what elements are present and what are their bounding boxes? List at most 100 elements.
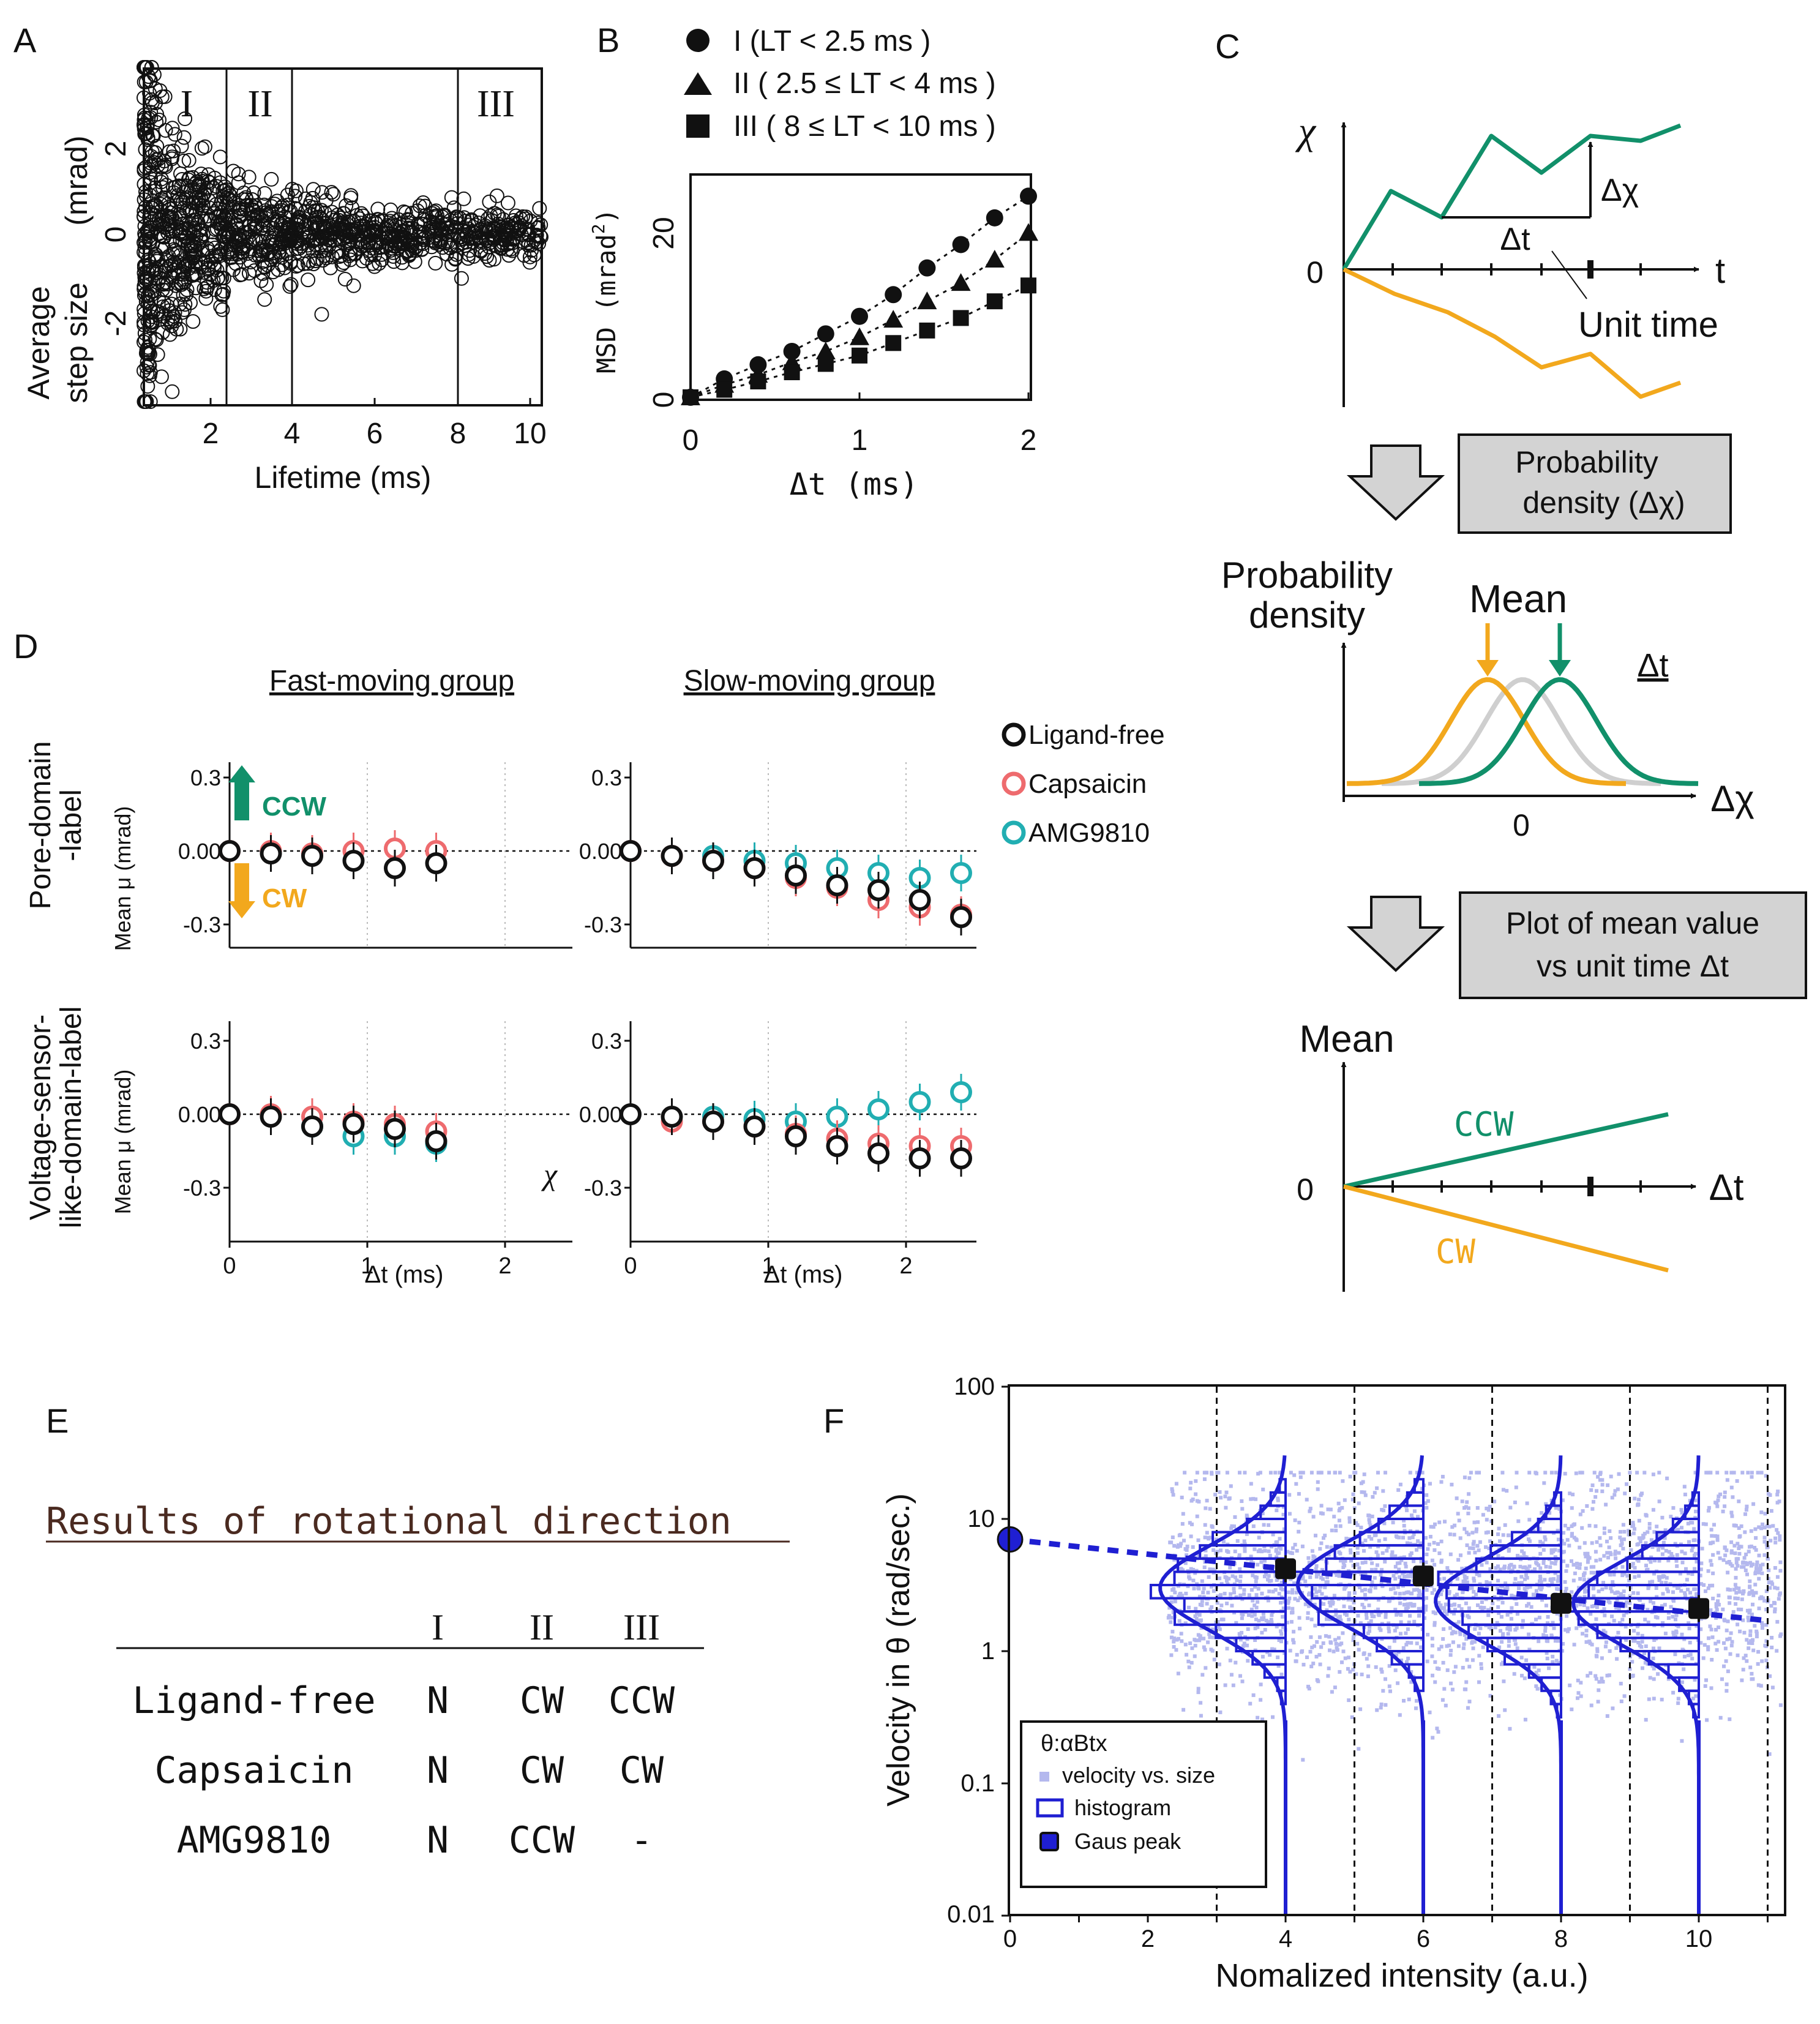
f-scatter-point bbox=[1223, 1494, 1227, 1499]
f-scatter-point bbox=[1249, 1607, 1254, 1611]
f-scatter-point bbox=[1478, 1605, 1483, 1610]
f-scatter-point bbox=[1288, 1649, 1292, 1653]
scatter-point bbox=[170, 188, 185, 203]
f-scatter-point bbox=[1457, 1620, 1461, 1624]
f-scatter-point bbox=[1361, 1652, 1366, 1656]
f-scatter-point bbox=[1699, 1627, 1703, 1632]
f-scatter-point bbox=[1197, 1638, 1202, 1643]
f-scatter-point bbox=[1515, 1646, 1519, 1651]
f-scatter-point bbox=[1439, 1558, 1444, 1562]
ccw-label: CCW bbox=[1454, 1105, 1514, 1144]
f-scatter-point bbox=[1754, 1563, 1759, 1567]
f-scatter-point bbox=[1770, 1685, 1775, 1690]
pd-delta-chi: Δχ bbox=[1710, 778, 1754, 819]
legend-marker-triangle bbox=[684, 72, 712, 95]
f-scatter-point bbox=[1439, 1603, 1443, 1608]
f-scatter-point bbox=[1603, 1644, 1608, 1649]
f-scatter-point bbox=[1467, 1492, 1471, 1496]
f-scatter-point bbox=[1420, 1471, 1425, 1475]
f-scatter-point bbox=[1195, 1618, 1199, 1622]
f-scatter-point bbox=[1449, 1649, 1453, 1653]
f-scatter-point bbox=[1419, 1559, 1423, 1564]
f-scatter-point bbox=[1671, 1630, 1676, 1635]
f-scatter-point bbox=[1249, 1482, 1253, 1486]
f-scatter-point bbox=[1615, 1590, 1619, 1594]
scatter-point bbox=[289, 234, 304, 249]
f-scatter-point bbox=[1453, 1630, 1458, 1635]
legend-label-II: II ( 2.5 ≤ LT < 4 ms ) bbox=[733, 67, 996, 100]
scatter-point bbox=[531, 236, 547, 251]
f-scatter-point bbox=[1657, 1578, 1661, 1582]
f-scatter-point bbox=[1757, 1525, 1761, 1529]
f-scatter-point bbox=[1651, 1656, 1655, 1660]
f-scatter-point bbox=[1482, 1606, 1486, 1610]
panel-f-yticks: 100 10 1 0.1 0.01 bbox=[947, 1373, 995, 1928]
scatter-point bbox=[529, 228, 544, 244]
f-scatter-point bbox=[1584, 1633, 1589, 1638]
b-point-III bbox=[885, 335, 902, 351]
scatter-point bbox=[197, 281, 212, 296]
b-point-II bbox=[984, 250, 1005, 268]
b-point-III bbox=[986, 293, 1003, 310]
f-scatter-point bbox=[1423, 1501, 1428, 1505]
f-scatter-point bbox=[1675, 1564, 1679, 1569]
f-scatter-point bbox=[1736, 1653, 1740, 1657]
f-scatter-point bbox=[1573, 1571, 1577, 1575]
f-scatter-point bbox=[1597, 1680, 1601, 1684]
f-scatter-point bbox=[1602, 1531, 1606, 1535]
f-scatter-point bbox=[1427, 1542, 1431, 1546]
f-scatter-point bbox=[1759, 1510, 1764, 1515]
f-scatter-point bbox=[1251, 1497, 1256, 1501]
f-scatter-point bbox=[1225, 1471, 1229, 1475]
scatter-point bbox=[502, 236, 517, 251]
e-cell: CCW bbox=[509, 1819, 575, 1862]
f-scatter-point bbox=[1745, 1572, 1749, 1576]
scatter-point bbox=[257, 186, 272, 201]
c-delta-t: Δt bbox=[1500, 222, 1530, 257]
f-scatter-point bbox=[1340, 1660, 1344, 1665]
box2-line1: Plot of mean value bbox=[1506, 906, 1759, 940]
f-scatter-point bbox=[1514, 1485, 1518, 1490]
f-scatter-point bbox=[1327, 1553, 1331, 1557]
c-delta-chi: Δχ bbox=[1601, 173, 1639, 208]
scatter-point bbox=[489, 188, 504, 203]
f-scatter-point bbox=[1465, 1543, 1469, 1547]
f-scatter-point bbox=[1196, 1538, 1200, 1542]
f-scatter-point bbox=[1649, 1560, 1653, 1564]
f-scatter-point bbox=[1612, 1572, 1616, 1576]
scatter-point bbox=[247, 263, 262, 278]
f-scatter-point bbox=[1418, 1592, 1423, 1597]
f-scatter-point bbox=[1426, 1633, 1430, 1637]
f-scatter-point bbox=[1610, 1496, 1614, 1500]
f-scatter-point bbox=[1333, 1638, 1338, 1642]
f-scatter-point bbox=[1764, 1659, 1769, 1663]
f-scatter-point bbox=[1393, 1629, 1397, 1633]
f-scatter-point bbox=[1480, 1563, 1484, 1567]
f-scatter-point bbox=[1197, 1553, 1201, 1557]
panel-label-c: C bbox=[1215, 27, 1240, 66]
f-scatter-point bbox=[1475, 1506, 1480, 1510]
f-scatter-point bbox=[1183, 1561, 1188, 1565]
f-scatter-point bbox=[1706, 1645, 1710, 1649]
f-scatter-point bbox=[1669, 1605, 1673, 1609]
f-scatter-point bbox=[1489, 1627, 1493, 1631]
scatter-point bbox=[314, 307, 329, 322]
f-scatter-point bbox=[1183, 1643, 1188, 1647]
f-scatter-point bbox=[1722, 1641, 1726, 1645]
f-scatter-point bbox=[1316, 1487, 1320, 1491]
f-scatter-point bbox=[1497, 1645, 1502, 1649]
f-scatter-point bbox=[1575, 1626, 1579, 1630]
f-scatter-point bbox=[1267, 1549, 1271, 1553]
f-scatter-point bbox=[1773, 1566, 1777, 1570]
f-scatter-point bbox=[1598, 1543, 1603, 1548]
f-scatter-point bbox=[1437, 1601, 1441, 1605]
f-scatter-point bbox=[1644, 1564, 1648, 1568]
f-scatter-point bbox=[1627, 1532, 1631, 1537]
f-scatter-point bbox=[1637, 1518, 1641, 1523]
f-scatter-point bbox=[1358, 1707, 1363, 1711]
f-scatter-point bbox=[1510, 1569, 1515, 1573]
f-scatter-point bbox=[1171, 1610, 1175, 1614]
f-scatter-point bbox=[1391, 1520, 1395, 1524]
f-scatter-point bbox=[1743, 1569, 1748, 1572]
